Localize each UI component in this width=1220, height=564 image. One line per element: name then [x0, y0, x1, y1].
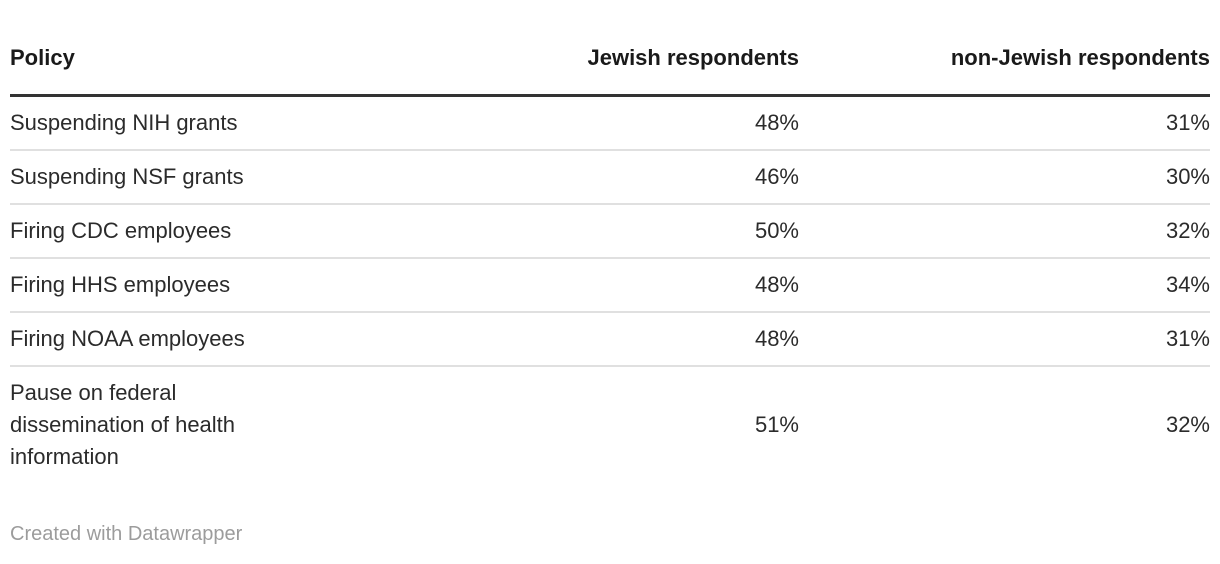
jewish-value-cell: 50%	[300, 204, 799, 259]
table-row: Suspending NSF grants 46% 30%	[10, 150, 1210, 205]
policy-support-table: Policy Jewish respondents non-Jewish res…	[10, 28, 1210, 483]
non-jewish-value-cell: 31%	[799, 312, 1210, 367]
datawrapper-attribution-link[interactable]: Created with Datawrapper	[10, 523, 243, 545]
attribution-footer: Created with Datawrapper	[10, 521, 1210, 547]
non-jewish-value-cell: 31%	[799, 95, 1210, 151]
policy-cell: Firing NOAA employees	[10, 312, 300, 367]
table-header-row: Policy Jewish respondents non-Jewish res…	[10, 28, 1210, 97]
policy-cell: Suspending NIH grants	[10, 95, 300, 151]
table-row: Firing HHS employees 48% 34%	[10, 258, 1210, 313]
table-row: Pause on federal dissemination of health…	[10, 366, 1210, 483]
non-jewish-value-cell: 32%	[1165, 412, 1210, 437]
jewish-value-cell: 51%	[754, 412, 799, 437]
column-header-non-jewish-respondents: non-Jewish respondents	[799, 28, 1210, 97]
policy-cell: Suspending NSF grants	[10, 150, 300, 205]
table-row: Firing CDC employees 50% 32%	[10, 204, 1210, 259]
non-jewish-value-cell: 34%	[799, 258, 1210, 313]
column-header-jewish-respondents: Jewish respondents	[300, 28, 799, 97]
table-row: Firing NOAA employees 48% 31%	[10, 312, 1210, 367]
jewish-value-cell: 46%	[300, 150, 799, 205]
jewish-value-cell: 48%	[300, 258, 799, 313]
jewish-value-cell: 48%	[300, 95, 799, 151]
policy-cell: Firing HHS employees	[10, 258, 300, 313]
policy-cell: Pause on federal dissemination of health…	[10, 380, 236, 469]
policy-cell: Firing CDC employees	[10, 204, 300, 259]
column-header-policy: Policy	[10, 28, 300, 97]
table-row: Suspending NIH grants 48% 31%	[10, 95, 1210, 151]
non-jewish-value-cell: 30%	[799, 150, 1210, 205]
non-jewish-value-cell: 32%	[799, 204, 1210, 259]
jewish-value-cell: 48%	[300, 312, 799, 367]
